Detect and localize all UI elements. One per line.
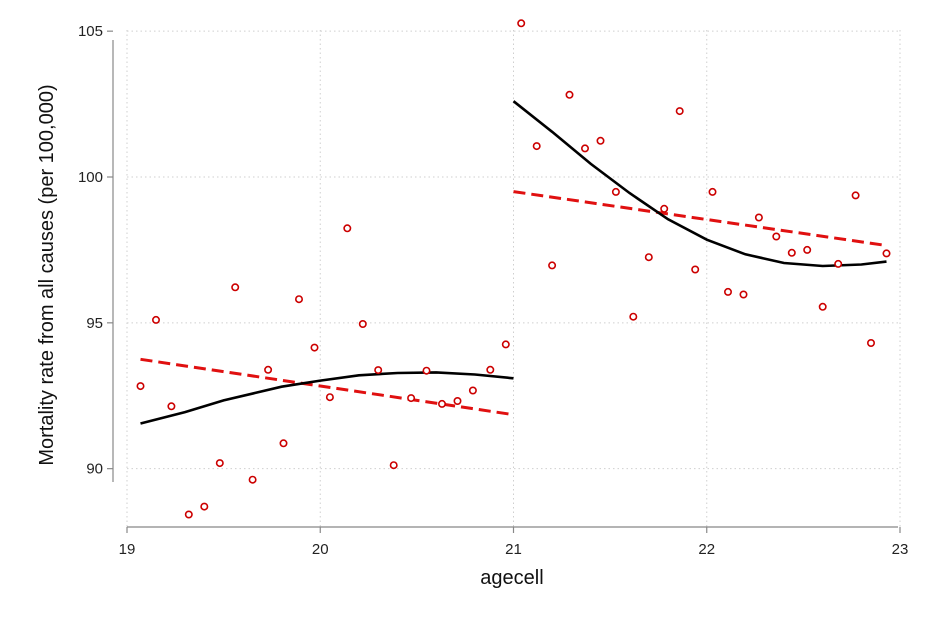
data-point [453,396,462,405]
x-tick-label: 21 [505,541,522,558]
data-point [294,295,303,304]
data-point [325,393,334,402]
y-tick-label: 95 [86,315,103,332]
x-axis-title: agecell [480,567,543,589]
data-point [231,283,240,292]
y-tick-label: 105 [78,23,103,40]
data-point [422,366,431,375]
data-point [248,475,257,484]
data-point [468,386,477,395]
data-point [407,394,416,403]
data-point [215,459,224,468]
data-point [358,319,367,328]
data-point [264,365,273,374]
data-point [691,265,700,274]
data-point [660,204,669,213]
data-point [136,382,145,391]
data-point [629,312,638,321]
data-point [389,461,398,470]
data-point [548,261,557,270]
data-point [517,19,526,28]
data-point [851,191,860,200]
linear-fit-left [140,357,514,417]
data-point [501,340,510,349]
axes: 90 95 100 105 19 20 21 22 23 [78,23,908,558]
x-tick-label: 23 [892,541,909,558]
data-point [184,510,193,519]
data-point [723,287,732,296]
x-tick-label: 20 [312,541,329,558]
data-point [882,249,891,258]
x-tick-label: 19 [119,541,136,558]
data-point [343,224,352,233]
data-point [279,439,288,448]
data-point [739,290,748,299]
data-point [437,399,446,408]
data-point [565,90,574,99]
y-tick-label: 100 [78,169,103,186]
y-axis-title: Mortality rate from all causes (per 100,… [36,84,58,465]
data-point [200,502,209,511]
data-point [803,245,812,254]
data-point [675,107,684,116]
linear-fit-right [513,190,887,247]
data-point [834,259,843,268]
quadratic-fit-left [140,371,514,425]
y-tick-label: 90 [86,461,103,478]
data-point [866,338,875,347]
data-point [486,365,495,374]
data-point [596,136,605,145]
data-point [772,232,781,241]
data-point [374,366,383,375]
data-point [580,144,589,153]
data-point [152,315,161,324]
data-point [611,187,620,196]
quadratic-fit-right [512,100,887,268]
data-point [167,402,176,411]
fit-lines [140,100,887,425]
data-point [754,213,763,222]
data-point [310,343,319,352]
x-tick-label: 22 [698,541,715,558]
data-point [708,187,717,196]
data-point [787,248,796,257]
scatter-points [136,19,891,519]
data-point [818,302,827,311]
data-point [644,253,653,262]
data-point [532,142,541,151]
grid-lines [126,30,901,527]
